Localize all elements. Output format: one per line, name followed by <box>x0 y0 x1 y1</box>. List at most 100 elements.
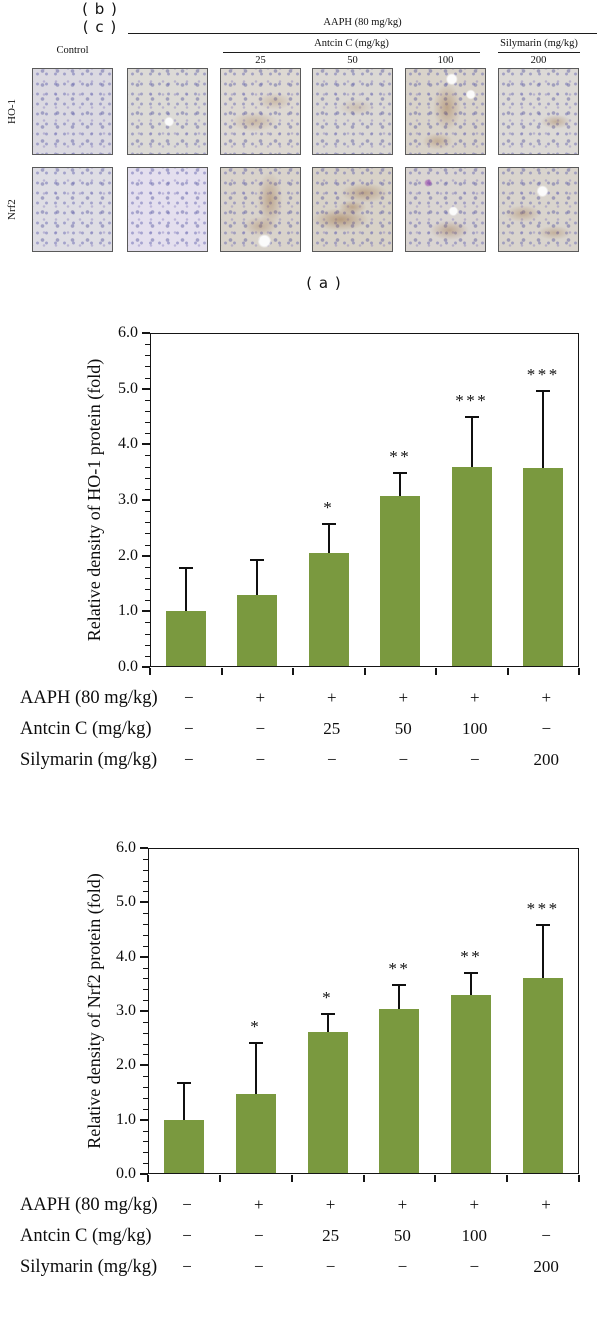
x-tick <box>578 1175 580 1182</box>
error-bar-cap <box>320 1012 335 1015</box>
condition-row-label: Silymarin (mg/kg) <box>20 750 158 770</box>
x-tick <box>362 1175 365 1182</box>
y-major-tick <box>140 847 148 849</box>
significance-stars: * <box>323 498 335 518</box>
y-minor-tick <box>143 989 148 991</box>
y-minor-tick <box>143 880 148 882</box>
y-minor-tick <box>145 488 150 490</box>
y-minor-tick <box>145 522 150 524</box>
error-bar-cap <box>464 971 479 974</box>
y-tick-label: 5.0 <box>118 379 138 397</box>
chart-c-frame <box>148 848 579 1174</box>
condition-value: 50 <box>394 719 412 738</box>
error-bar-stem <box>254 1043 257 1094</box>
significance-stars: ** <box>389 446 412 466</box>
y-tick-label: 0.0 <box>116 1165 136 1182</box>
error-bar-stem <box>470 416 473 467</box>
y-minor-tick <box>145 644 150 646</box>
panel-c-label: ( c ) <box>82 18 118 36</box>
condition-value: + <box>541 688 552 707</box>
y-minor-tick <box>145 377 150 379</box>
y-minor-tick <box>143 1043 148 1045</box>
y-axis-title-b: Relative density of HO-1 protein (fold) <box>84 358 104 642</box>
condition-value: + <box>541 1195 551 1214</box>
error-bar-stem <box>470 972 473 995</box>
bar-c-1 <box>163 1119 204 1173</box>
bar-b-5 <box>451 466 492 666</box>
condition-value: − <box>183 719 194 738</box>
condition-value: + <box>469 688 480 707</box>
y-minor-tick <box>145 422 150 424</box>
y-major-tick <box>140 1010 148 1012</box>
error-bar-cap <box>536 390 551 393</box>
x-tick <box>290 1175 293 1182</box>
ihc-image-nrf2-6 <box>498 167 579 252</box>
y-major-tick <box>142 554 150 557</box>
dose-label-25: 25 <box>255 55 266 66</box>
y-tick-label: 4.0 <box>116 947 136 965</box>
y-tick-label: 3.0 <box>116 1002 136 1019</box>
y-major-tick <box>142 332 150 334</box>
y-tick-label: 2.0 <box>116 1056 136 1074</box>
y-tick-label: 6.0 <box>118 324 138 341</box>
condition-value: 200 <box>533 1257 559 1276</box>
error-bar-stem <box>327 524 330 553</box>
condition-value: + <box>397 1195 408 1214</box>
ihc-image-ho1-5 <box>405 68 486 155</box>
ihc-image-ho1-2 <box>127 68 208 155</box>
significance-stars: * <box>322 987 334 1007</box>
y-minor-tick <box>145 410 150 412</box>
y-minor-tick <box>143 1152 148 1154</box>
x-tick <box>434 1175 437 1182</box>
aaph-group-label: AAPH (80 mg/kg) <box>323 17 402 28</box>
significance-stars: * <box>250 1017 262 1037</box>
y-minor-tick <box>145 577 150 579</box>
y-major-tick <box>140 1064 148 1067</box>
condition-value: − <box>253 1226 264 1245</box>
y-minor-tick <box>145 533 150 535</box>
condition-value: − <box>469 750 480 769</box>
bar-c-5 <box>451 994 492 1173</box>
x-tick <box>506 1175 509 1182</box>
y-major-tick <box>140 1118 148 1121</box>
y-minor-tick <box>143 1130 148 1132</box>
y-minor-tick <box>145 589 150 591</box>
error-bar-stem <box>184 568 187 612</box>
condition-value: − <box>182 1195 192 1214</box>
ihc-image-nrf2-4 <box>312 167 393 252</box>
condition-row-label: Antcin C (mg/kg) <box>20 1226 152 1246</box>
y-minor-tick <box>145 366 150 368</box>
x-tick <box>435 668 437 675</box>
condition-value: − <box>469 1257 480 1276</box>
bar-c-3 <box>307 1031 348 1173</box>
bar-b-2 <box>237 594 278 666</box>
condition-value: + <box>469 1195 480 1214</box>
significance-stars: *** <box>455 390 489 410</box>
x-tick <box>292 668 294 675</box>
x-tick <box>149 668 151 675</box>
chart-b-frame <box>150 333 579 667</box>
condition-value: 200 <box>533 750 560 769</box>
bar-b-1 <box>165 611 206 666</box>
y-minor-tick <box>143 1076 148 1078</box>
error-bar-stem <box>399 472 402 496</box>
y-minor-tick <box>143 1032 148 1034</box>
dose-label-100: 100 <box>437 55 454 66</box>
y-minor-tick <box>145 477 150 479</box>
ihc-image-nrf2-3 <box>220 167 301 252</box>
condition-value: − <box>182 1257 192 1276</box>
condition-value: − <box>541 719 552 738</box>
condition-value: − <box>326 750 337 769</box>
y-minor-tick <box>143 945 148 947</box>
condition-row-label: AAPH (80 mg/kg) <box>20 688 158 708</box>
panel-b-label: ( b ) <box>82 0 118 18</box>
y-minor-tick <box>145 655 150 657</box>
micrograph-grid <box>0 0 600 300</box>
y-minor-tick <box>145 355 150 357</box>
condition-value: − <box>182 1226 192 1245</box>
condition-value: − <box>398 750 409 769</box>
bar-b-4 <box>380 495 421 666</box>
dose-label-200: 200 <box>530 55 547 66</box>
antcin-group-label: Antcin C (mg/kg) <box>314 38 389 49</box>
